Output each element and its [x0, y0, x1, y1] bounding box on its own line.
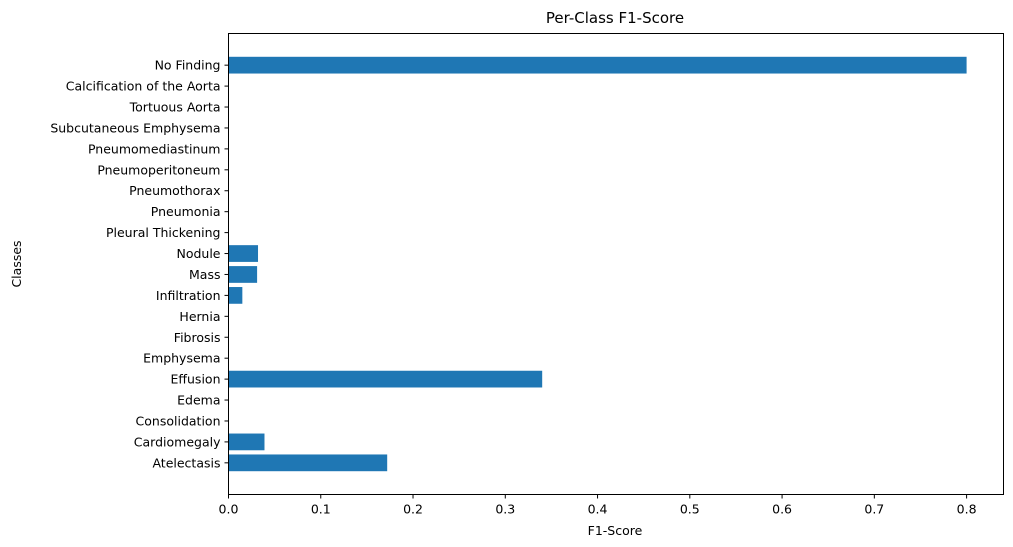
y-tick-label: Infiltration	[156, 288, 221, 303]
y-tick-label: Pleural Thickening	[106, 225, 221, 240]
chart-title: Per-Class F1-Score	[546, 9, 684, 27]
x-tick-label: 0.6	[772, 502, 792, 517]
bar-nodule	[228, 245, 259, 262]
bar-cardiomegaly	[228, 433, 265, 451]
y-axis-ticks: Atelectasis Cardiomegaly Consolidation Edem…	[50, 58, 229, 470]
y-tick-label: Pneumothorax	[129, 183, 220, 198]
y-tick-label: Pneumoperitoneum	[97, 162, 220, 177]
plot-frame	[228, 33, 1004, 495]
bar-infiltration	[228, 287, 243, 304]
bar-atelectasis	[228, 454, 388, 472]
x-axis-label: F1-Score	[588, 523, 643, 538]
y-tick-label: Pneumonia	[151, 204, 221, 219]
y-tick-label: Tortuous Aorta	[129, 100, 221, 115]
bar-mass	[228, 266, 258, 283]
x-tick-label: 0.8	[957, 502, 977, 517]
y-tick-label: Cardiomegaly	[134, 434, 221, 449]
bar-no-finding	[228, 56, 967, 74]
x-tick-label: 0.3	[495, 502, 515, 517]
y-tick-label: Emphysema	[143, 351, 220, 366]
bars-group	[228, 56, 967, 472]
y-tick-label: Nodule	[176, 246, 220, 261]
y-tick-label: Consolidation	[136, 413, 221, 428]
x-tick-label: 0.1	[311, 502, 331, 517]
x-tick-label: 0.0	[219, 502, 239, 517]
x-tick-label: 0.5	[680, 502, 700, 517]
y-tick-label: Edema	[177, 393, 220, 408]
y-tick-label: Subcutaneous Emphysema	[50, 120, 220, 135]
y-tick-label: No Finding	[155, 58, 221, 73]
y-axis-label: Classes	[9, 240, 24, 287]
y-tick-label: Calcification of the Aorta	[66, 79, 221, 94]
x-tick-label: 0.2	[403, 502, 423, 517]
x-tick-label: 0.4	[588, 502, 608, 517]
y-tick-label: Mass	[189, 267, 220, 282]
y-tick-label: Atelectasis	[152, 455, 220, 470]
y-tick-label: Pneumomediastinum	[88, 141, 221, 156]
x-tick-label: 0.7	[864, 502, 884, 517]
y-tick-label: Hernia	[179, 309, 220, 324]
bar-effusion	[228, 370, 543, 388]
x-axis-ticks: 0.0 0.1 0.2 0.3 0.4 0.5 0.6 0.7 0.8	[219, 494, 977, 517]
y-tick-label: Effusion	[171, 372, 221, 387]
y-tick-label: Fibrosis	[174, 330, 221, 345]
